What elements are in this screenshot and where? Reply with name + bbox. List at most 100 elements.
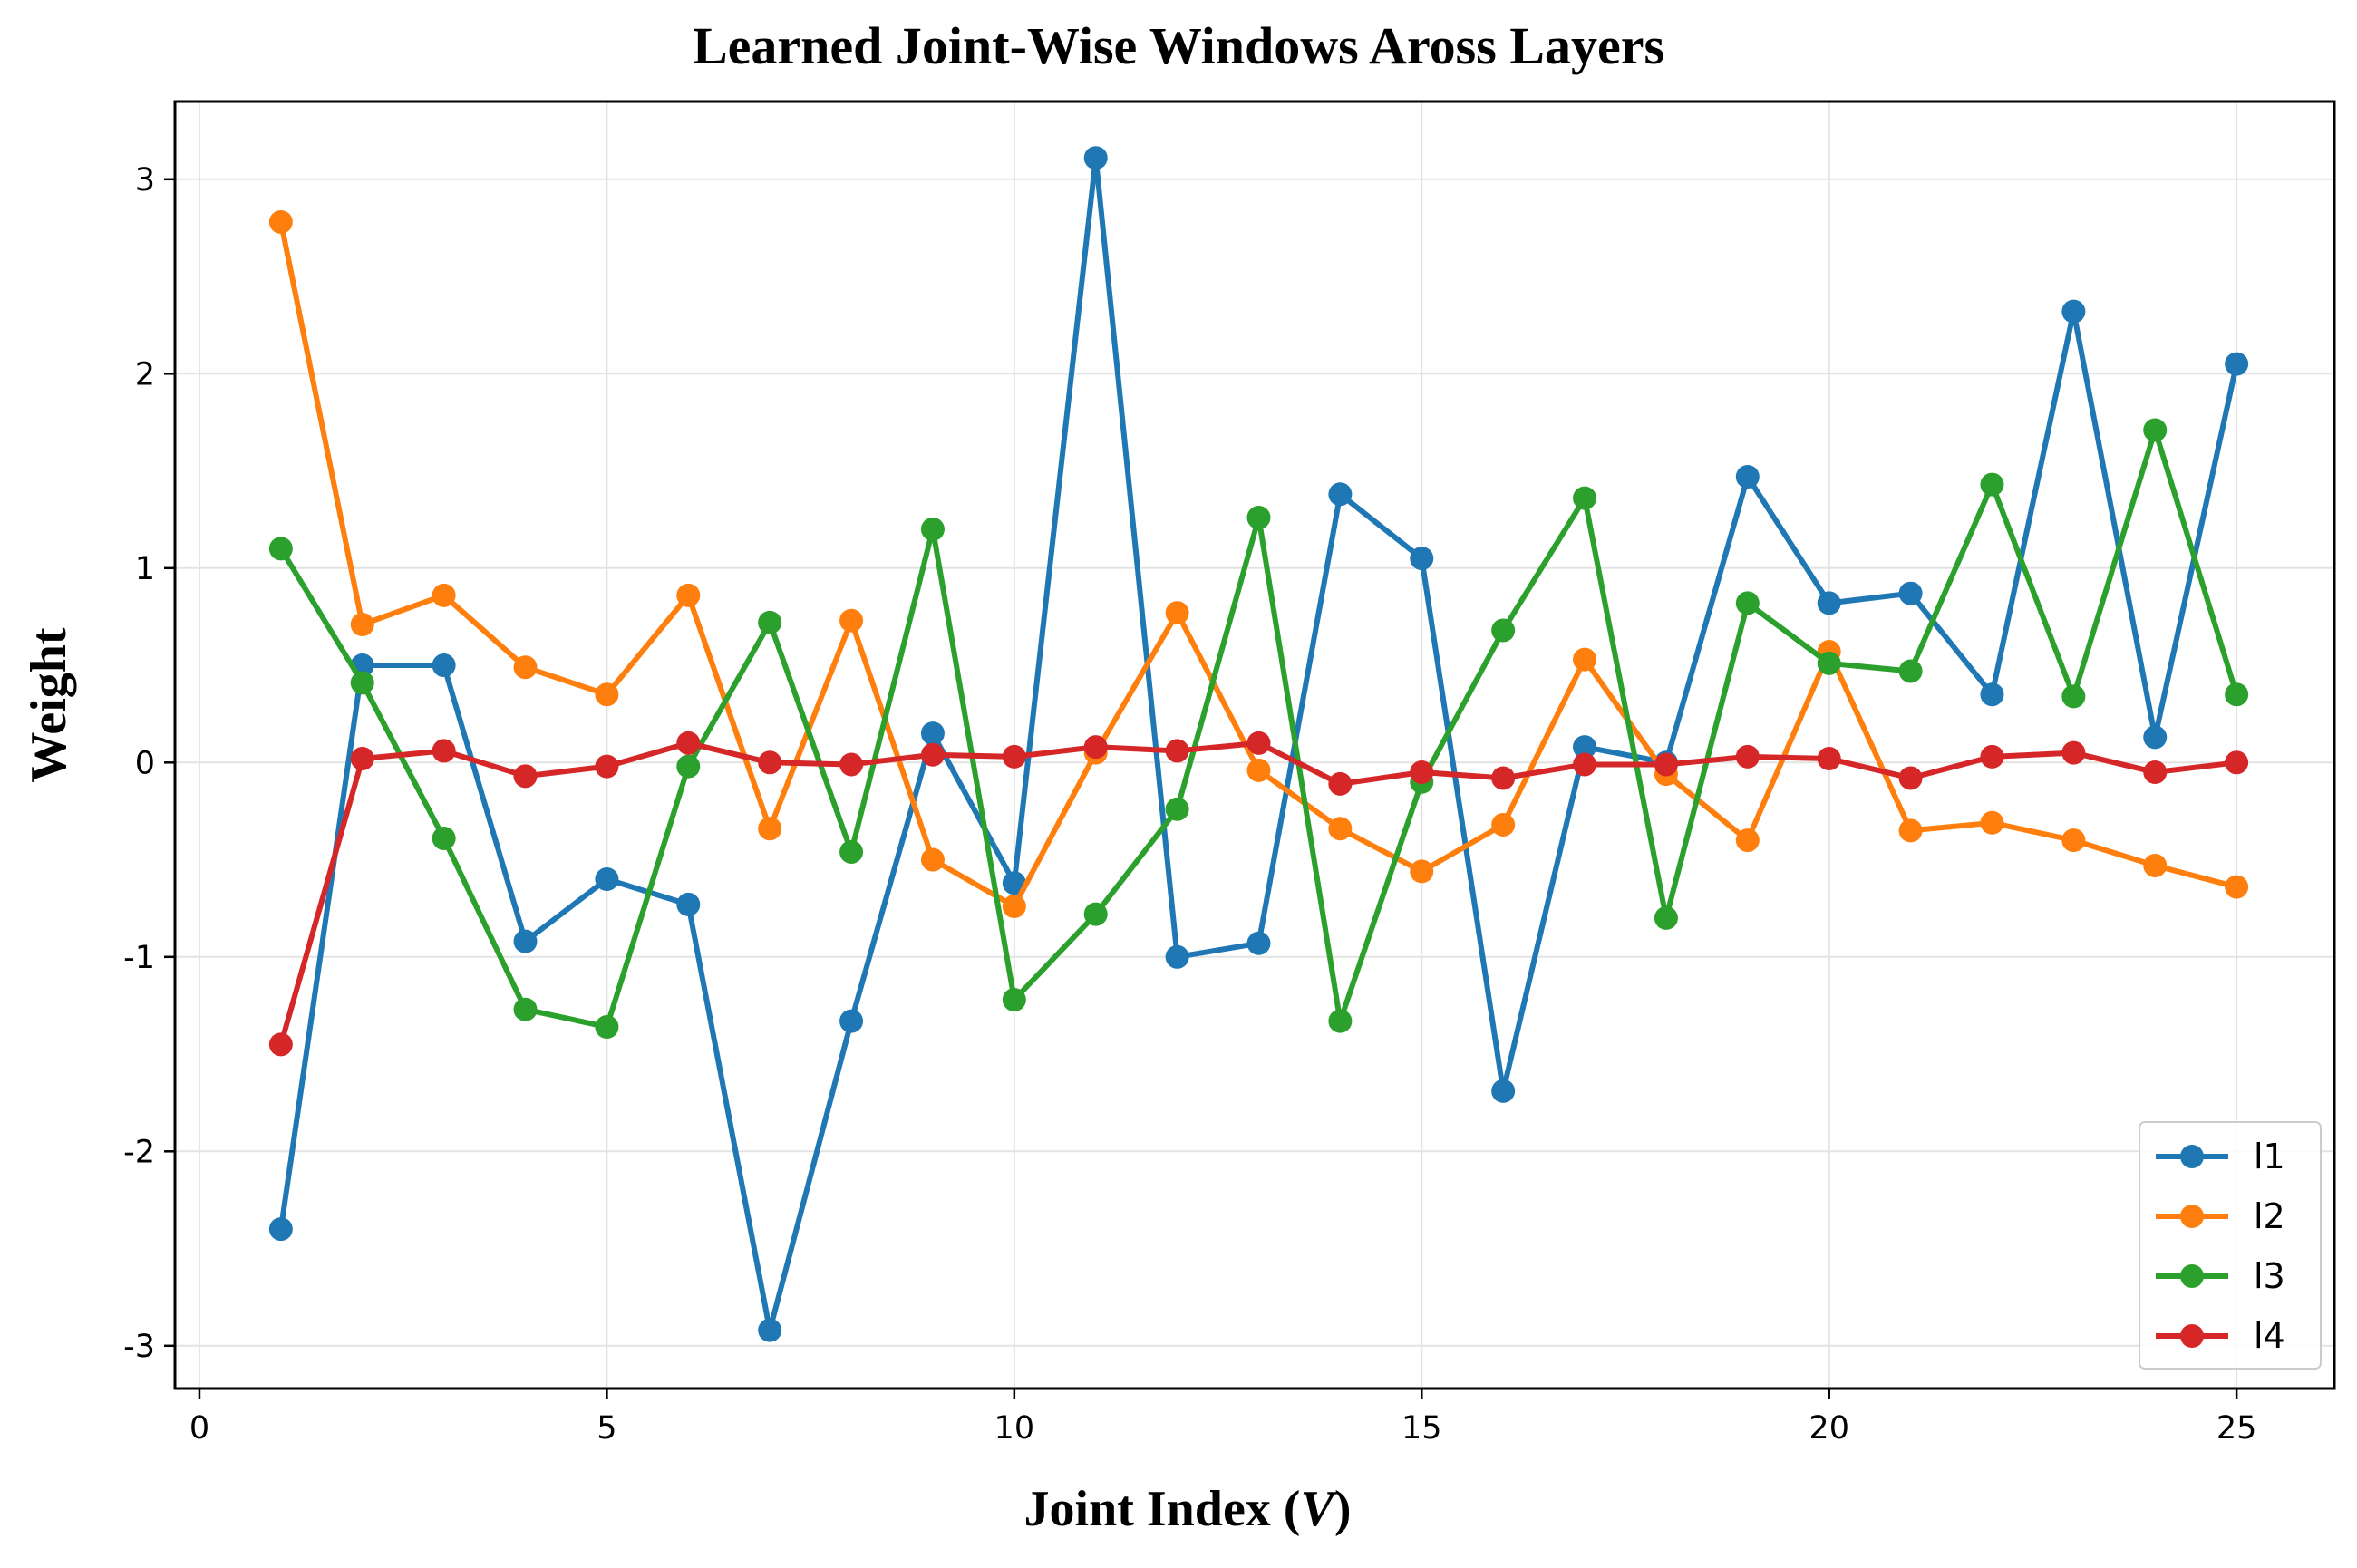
- data-point-l4: [1573, 752, 1597, 777]
- x-tick-label: 10: [994, 1410, 1035, 1447]
- data-point-l3: [920, 517, 945, 541]
- data-point-l3: [268, 537, 293, 561]
- data-point-l3: [1491, 618, 1516, 643]
- legend-label: l1: [2254, 1137, 2285, 1176]
- legend-swatch-marker: [2180, 1205, 2204, 1228]
- data-point-l1: [1898, 581, 1923, 605]
- data-point-l4: [432, 739, 456, 763]
- data-point-l2: [839, 608, 864, 633]
- data-point-l3: [595, 1015, 619, 1040]
- data-point-l1: [676, 892, 701, 916]
- data-point-l1: [268, 1217, 293, 1242]
- data-point-l4: [513, 764, 538, 789]
- data-point-l4: [595, 754, 619, 779]
- series-l3: [268, 418, 2249, 1040]
- data-point-l2: [1246, 758, 1271, 782]
- legend-swatch-marker: [2180, 1145, 2204, 1168]
- x-axis-label-suffix: ): [1334, 1481, 1352, 1537]
- data-point-l2: [1410, 859, 1434, 884]
- y-tick-label: -3: [123, 1329, 155, 1365]
- data-point-l3: [1083, 902, 1108, 926]
- data-point-l1: [758, 1318, 782, 1342]
- data-point-l4: [1410, 760, 1434, 785]
- data-point-l1: [1491, 1079, 1516, 1103]
- data-point-l2: [920, 847, 945, 872]
- data-point-l2: [1898, 818, 1923, 843]
- data-point-l4: [1083, 735, 1108, 760]
- data-point-l4: [1654, 752, 1678, 777]
- data-point-l3: [676, 754, 701, 779]
- data-point-l2: [2225, 875, 2249, 899]
- legend-swatch-marker: [2180, 1264, 2204, 1288]
- y-tick-label: -1: [123, 940, 155, 976]
- x-tick-label: 0: [189, 1410, 209, 1447]
- data-point-l2: [676, 583, 701, 607]
- data-point-l3: [1246, 506, 1271, 530]
- data-point-l4: [920, 742, 945, 767]
- data-point-l3: [2225, 682, 2249, 707]
- data-point-l3: [1573, 486, 1597, 510]
- y-tick-label: 3: [135, 162, 155, 198]
- data-point-l1: [1002, 871, 1026, 895]
- series-line-l4: [277, 740, 2240, 1048]
- data-point-l4: [2061, 740, 2086, 765]
- data-point-l4: [1980, 744, 2004, 769]
- data-point-l2: [1735, 828, 1760, 853]
- data-point-l1: [1246, 931, 1271, 955]
- data-point-l4: [2225, 750, 2249, 775]
- data-point-l4: [350, 747, 374, 771]
- data-point-l2: [1165, 601, 1189, 625]
- data-point-l1: [2143, 725, 2168, 750]
- axis-ticks: 0 5 10 15 20 25 -3 -2 -1 0 1 2 3: [123, 162, 2256, 1447]
- data-point-l3: [1654, 905, 1678, 930]
- legend-label: l2: [2254, 1196, 2285, 1236]
- data-point-l4: [268, 1032, 293, 1057]
- y-tick-label: -2: [123, 1134, 155, 1170]
- data-point-l2: [758, 817, 782, 841]
- data-point-l3: [1898, 659, 1923, 683]
- data-point-l1: [1165, 944, 1189, 969]
- data-point-l1: [432, 653, 456, 678]
- series-line-l2: [277, 218, 2240, 910]
- plot-frame: [173, 100, 2336, 1390]
- data-point-l3: [839, 839, 864, 864]
- legend-label: l4: [2254, 1316, 2285, 1356]
- data-point-l4: [758, 750, 782, 775]
- data-point-l2: [2143, 853, 2168, 877]
- data-point-l2: [1573, 647, 1597, 672]
- data-point-l1: [839, 1009, 864, 1033]
- data-point-l2: [432, 583, 456, 607]
- data-point-l1: [2061, 299, 2086, 324]
- data-point-l4: [839, 752, 864, 777]
- data-point-l4: [1898, 766, 1923, 790]
- data-point-l3: [1817, 651, 1841, 675]
- data-point-l4: [1735, 744, 1760, 769]
- series-l1: [268, 146, 2249, 1342]
- data-point-l4: [2143, 760, 2168, 785]
- data-point-l3: [1002, 987, 1026, 1011]
- x-tick-label: 5: [597, 1410, 616, 1447]
- x-tick-label: 20: [1809, 1410, 1849, 1447]
- data-point-l1: [1410, 547, 1434, 571]
- data-point-l4: [1002, 744, 1026, 769]
- data-point-l3: [432, 826, 456, 850]
- data-point-l1: [595, 867, 619, 892]
- series-layer: [268, 146, 2249, 1342]
- data-point-l1: [1083, 146, 1108, 170]
- data-point-l2: [350, 613, 374, 637]
- y-tick-label: 0: [135, 745, 155, 781]
- legend: l1 l2 l3 l4: [2139, 1121, 2322, 1370]
- data-point-l3: [2143, 418, 2168, 442]
- x-tick-label: 15: [1402, 1410, 1442, 1447]
- data-point-l3: [1328, 1009, 1353, 1033]
- legend-label: l3: [2254, 1256, 2285, 1296]
- data-point-l1: [1817, 591, 1841, 615]
- data-point-l4: [1246, 731, 1271, 755]
- data-point-l2: [513, 655, 538, 680]
- data-point-l4: [1165, 739, 1189, 763]
- data-point-l1: [920, 721, 945, 746]
- data-point-l3: [2061, 684, 2086, 709]
- data-point-l3: [1980, 472, 2004, 497]
- data-point-l1: [1735, 464, 1760, 489]
